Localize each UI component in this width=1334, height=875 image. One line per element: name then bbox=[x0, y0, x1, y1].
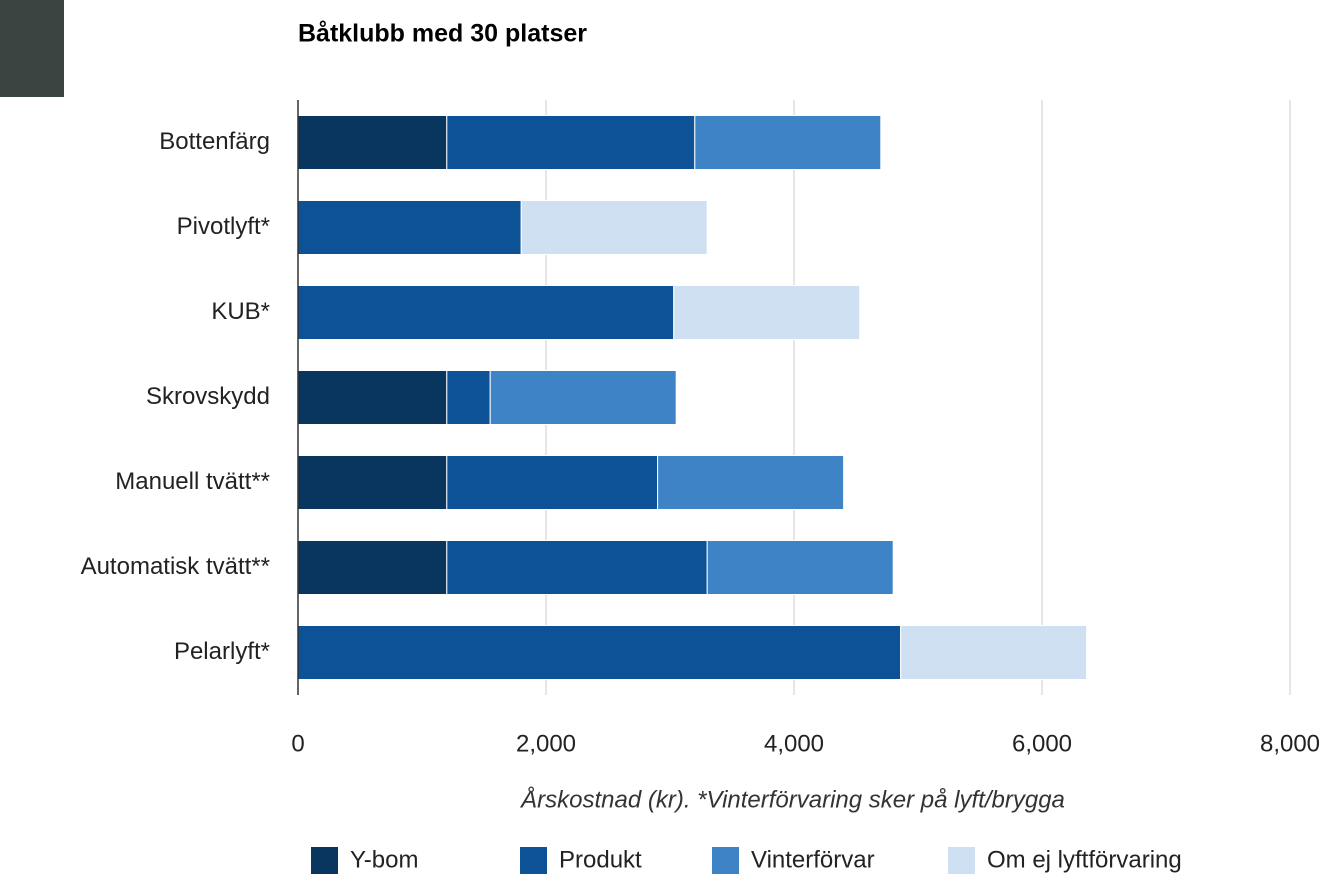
x-tick-label: 6,000 bbox=[1012, 730, 1072, 757]
legend-label: Y-bom bbox=[350, 846, 418, 873]
y-tick-label: Automatisk tvätt** bbox=[81, 553, 270, 580]
y-tick-label: Manuell tvätt** bbox=[115, 468, 270, 495]
y-tick-label: Skrovskydd bbox=[146, 383, 270, 410]
legend-swatch bbox=[948, 847, 975, 874]
legend-label: Produkt bbox=[559, 846, 642, 873]
bar-segment bbox=[297, 285, 675, 340]
y-tick-label: Pelarlyft* bbox=[174, 638, 270, 665]
legend-swatch bbox=[311, 847, 338, 874]
y-tick-label: Pivotlyft* bbox=[177, 213, 270, 240]
bar-segment bbox=[446, 540, 708, 595]
y-tick-label: KUB* bbox=[211, 298, 270, 325]
bar-segment bbox=[673, 285, 861, 340]
legend-swatch bbox=[520, 847, 547, 874]
bar-segment bbox=[297, 115, 448, 170]
bar-segment bbox=[297, 200, 522, 255]
chart-title: Båtklubb med 30 platser bbox=[298, 20, 587, 48]
bar-segment bbox=[657, 455, 845, 510]
x-tick-label: 2,000 bbox=[516, 730, 576, 757]
bar-segment bbox=[297, 540, 448, 595]
x-tick-label: 8,000 bbox=[1260, 730, 1320, 757]
bar-segment bbox=[489, 370, 677, 425]
bar-segment bbox=[520, 200, 708, 255]
bar-segment bbox=[297, 455, 448, 510]
legend-label: Vinterförvar bbox=[751, 846, 875, 873]
bar-segment bbox=[446, 115, 696, 170]
x-tick-label: 0 bbox=[291, 730, 304, 757]
bar-segment bbox=[297, 625, 902, 680]
bar-segment bbox=[694, 115, 882, 170]
bar-segment bbox=[900, 625, 1088, 680]
bar-segment bbox=[446, 370, 491, 425]
bar-segment bbox=[706, 540, 894, 595]
legend-swatch bbox=[712, 847, 739, 874]
corner-block bbox=[0, 0, 64, 97]
y-tick-label: Bottenfärg bbox=[159, 128, 270, 155]
x-tick-label: 4,000 bbox=[764, 730, 824, 757]
bar-segment bbox=[446, 455, 659, 510]
bar-segment bbox=[297, 370, 448, 425]
x-axis-title: Årskostnad (kr). *Vinterförvaring sker p… bbox=[519, 785, 1065, 813]
legend-label: Om ej lyftförvaring bbox=[987, 846, 1182, 873]
